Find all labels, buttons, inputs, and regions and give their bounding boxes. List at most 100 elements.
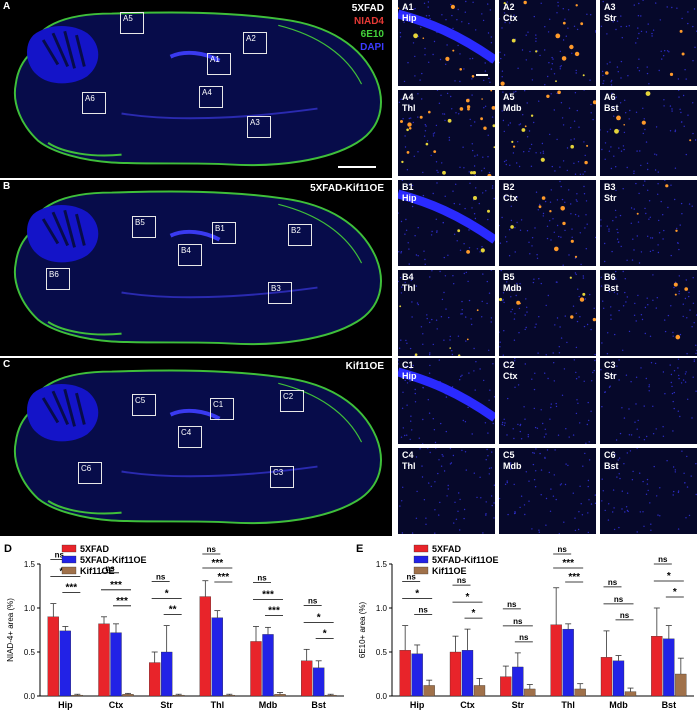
bar [149,662,161,697]
bar [59,630,71,697]
roi-box: C3 [270,466,294,488]
micrograph [398,180,495,265]
legend-swatch [413,566,429,575]
zoom-panel: A6 Bst [600,90,697,176]
significance-label: * [472,608,476,619]
micrograph [499,0,596,86]
group-name: 5XFAD-Kif11OE [310,183,384,194]
y-tick-label: 1.5 [376,560,388,569]
significance-label: ns [519,633,529,642]
roi-box: B2 [288,224,312,246]
zoom-label: B1 Hip [402,182,417,203]
micrograph [398,0,495,84]
significance-label: ns [658,555,668,564]
bar [325,694,337,697]
zoom-label: A4 Thl [402,92,416,113]
bar [562,628,574,697]
sagittal-section-c: C Kif11OE C1 C2 C3 C4 C5 C6 [0,358,392,536]
bar-chart-6e10: E 0.0 0.5 1.0 1.5 6E10+ area (%) Hip ns * ns Ctx n… [356,543,694,710]
y-tick-label: 1.0 [24,604,36,613]
zoom-panel: B3 Str [600,180,697,266]
category-label: Bst [311,700,326,710]
zoom-panel: B4 Thl [398,270,495,356]
bar [313,667,325,697]
significance-label: ns [620,611,630,620]
sagittal-section-a: A 5XFAD NIAD4 6E10 DAPI A1 A2 A3 A4 A5 A… [0,0,392,178]
bar [461,650,474,697]
bar [550,624,562,697]
bar [122,694,134,697]
panel-letter-e: E [356,543,363,555]
bar [651,636,663,697]
zoom-label: C6 Bst [604,450,619,471]
zoom-panel: C4 Thl [398,448,495,534]
bar [274,694,286,697]
bar [500,676,512,697]
zoom-label: B4 Thl [402,272,416,293]
significance-label: *** [268,605,280,616]
zoom-panel: B5 Mdb [499,270,596,356]
legend-swatch [413,544,429,553]
zoom-panel: B2 Ctx [499,180,596,266]
zoom-label: B6 Bst [604,272,619,293]
micrograph [600,358,697,441]
bar [161,651,173,697]
bar [262,634,274,697]
significance-label: * [323,628,327,639]
category-label: Hip [410,700,425,710]
roi-box: A2 [243,32,267,54]
significance-label: * [466,592,470,603]
category-label: Thl [561,700,575,710]
roi-box: C2 [280,390,304,412]
zoom-panel: A5 Mdb [499,90,596,176]
significance-label: ** [169,605,177,616]
micrograph [600,0,697,86]
zoom-label: A3 Str [604,2,617,23]
micrograph [499,448,596,534]
bar [624,691,637,697]
significance-label: ns [507,600,517,609]
significance-label: *** [217,572,229,583]
significance-label: ns [418,606,428,615]
legend-swatch [61,555,77,564]
roi-box: A3 [247,116,271,138]
roi-box: A4 [199,86,223,108]
zoom-panel: C2 Ctx [499,358,596,444]
group-label: 5XFAD NIAD4 6E10 DAPI [352,2,384,54]
bar [473,685,486,697]
bar [110,632,122,697]
zoom-label: C5 Mdb [503,450,522,471]
legend-label: Kif11OE [80,566,115,576]
roi-box: C5 [132,394,156,416]
y-tick-label: 0.5 [376,648,388,657]
legend-label: 5XFAD-Kif11OE [80,555,147,565]
significance-label: ns [557,545,567,554]
significance-label: * [165,589,169,600]
y-axis-label: NIAD-4+ area (%) [6,598,15,662]
zoom-label: B2 Ctx [503,182,518,203]
zoom-label: A5 Mdb [503,92,522,113]
micrograph [398,359,495,444]
zoom-label: A1 Hip [402,2,417,23]
category-label: Hip [58,700,73,710]
category-label: Ctx [109,700,124,710]
legend-swatch [61,566,77,575]
y-tick-label: 1.0 [376,604,388,613]
micrograph [601,448,697,533]
category-label: Str [512,700,525,710]
roi-box: C4 [178,426,202,448]
bar [71,694,83,697]
roi-box: C6 [78,462,102,484]
micrograph [499,180,596,266]
roi-box: B5 [132,216,156,238]
zoom-label: C3 Str [604,360,617,381]
micrograph [600,180,693,264]
bar [173,694,185,697]
stain-label-6e10: 6E10 [360,29,384,40]
significance-label: * [667,571,671,582]
bar [675,673,687,697]
group-label: Kif11OE [346,360,384,373]
zoom-panel: C3 Str [600,358,697,444]
bar [211,617,223,697]
bar [47,616,59,697]
